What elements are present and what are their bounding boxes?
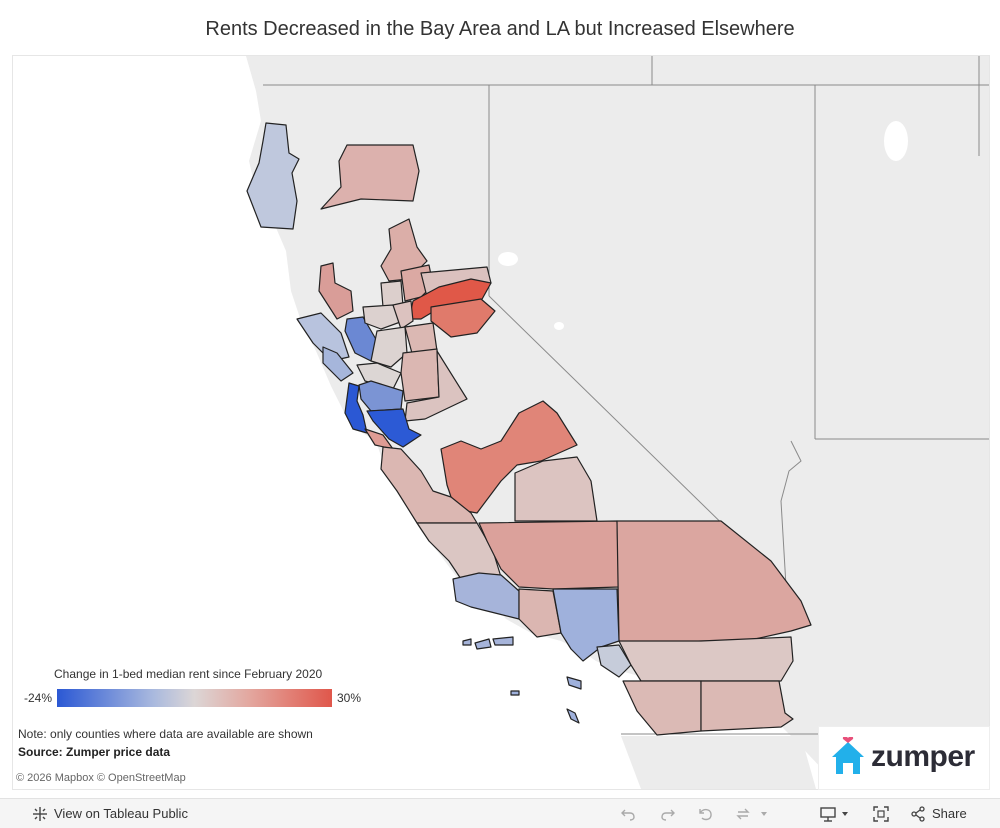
revert-icon xyxy=(699,808,712,820)
revert-button[interactable] xyxy=(698,799,714,828)
share-button[interactable]: Share xyxy=(910,799,967,828)
island-santa-barbara-small[interactable] xyxy=(510,690,520,696)
county-sacramento[interactable] xyxy=(370,326,408,368)
county-monterey[interactable] xyxy=(380,446,478,524)
county-riverside[interactable] xyxy=(618,636,794,682)
county-tulare[interactable] xyxy=(514,456,598,522)
download-icon xyxy=(820,806,848,822)
redo-icon xyxy=(661,809,675,821)
share-label: Share xyxy=(932,806,967,821)
legend-color-ramp xyxy=(57,689,332,707)
refresh-button[interactable] xyxy=(735,799,767,828)
county-sonoma[interactable] xyxy=(296,312,350,362)
tableau-logo-icon xyxy=(33,806,47,821)
county-marin[interactable] xyxy=(322,346,354,382)
island-san-miguel[interactable] xyxy=(462,638,472,646)
county-los-angeles[interactable] xyxy=(552,588,620,662)
county-san-joaquin[interactable] xyxy=(400,348,440,402)
island-santa-rosa[interactable] xyxy=(492,636,514,646)
view-on-tableau-button[interactable]: View on Tableau Public xyxy=(32,799,188,828)
undo-button[interactable] xyxy=(620,799,636,828)
map-canvas[interactable] xyxy=(13,56,989,789)
map-attribution[interactable]: © 2026 Mapbox © OpenStreetMap xyxy=(16,772,186,784)
house-heart-icon xyxy=(832,737,864,774)
county-sutter[interactable] xyxy=(392,300,414,330)
county-mendocino[interactable] xyxy=(318,262,354,320)
state-borders xyxy=(263,56,989,735)
refresh-icon xyxy=(736,808,767,819)
county-santa-clara[interactable] xyxy=(366,408,422,448)
county-humboldt[interactable] xyxy=(246,122,300,230)
map-area[interactable] xyxy=(12,55,990,790)
island-san-clemente[interactable] xyxy=(566,708,580,724)
island-catalina[interactable] xyxy=(566,676,582,690)
chart-title: Rents Decreased in the Bay Area and LA b… xyxy=(205,18,795,40)
undo-icon xyxy=(621,809,635,821)
fullscreen-icon xyxy=(873,805,889,822)
county-solano[interactable] xyxy=(356,362,402,390)
legend-title: Change in 1-bed median rent since Februa… xyxy=(54,667,323,681)
view-on-tableau-label: View on Tableau Public xyxy=(54,806,188,821)
zumper-logo: zumper xyxy=(818,726,990,790)
tableau-toolbar: View on Tableau Public Share xyxy=(0,798,1000,828)
legend-min-label: -24% xyxy=(24,691,53,705)
note-text: Note: only counties where data are avail… xyxy=(18,727,313,741)
lakes xyxy=(498,121,908,330)
redo-button[interactable] xyxy=(660,799,676,828)
county-ventura[interactable] xyxy=(518,588,562,638)
download-button[interactable] xyxy=(820,799,852,828)
county-placer[interactable] xyxy=(430,298,496,338)
island-santa-cruz[interactable] xyxy=(474,638,492,650)
counties xyxy=(246,122,812,736)
fullscreen-button[interactable] xyxy=(873,799,889,828)
county-san-diego[interactable] xyxy=(622,680,702,736)
county-yolo[interactable] xyxy=(362,304,404,330)
county-san-mateo[interactable] xyxy=(344,382,368,434)
source-text: Source: Zumper price data xyxy=(18,745,171,759)
legend-max-label: 30% xyxy=(337,691,362,705)
county-shasta[interactable] xyxy=(320,144,420,210)
county-orange[interactable] xyxy=(596,644,632,678)
baja-land xyxy=(621,736,816,789)
colorado-river-border xyxy=(780,440,802,587)
logo-wordmark: zumper xyxy=(871,740,975,773)
county-imperial[interactable] xyxy=(700,680,794,732)
share-icon xyxy=(911,805,925,822)
